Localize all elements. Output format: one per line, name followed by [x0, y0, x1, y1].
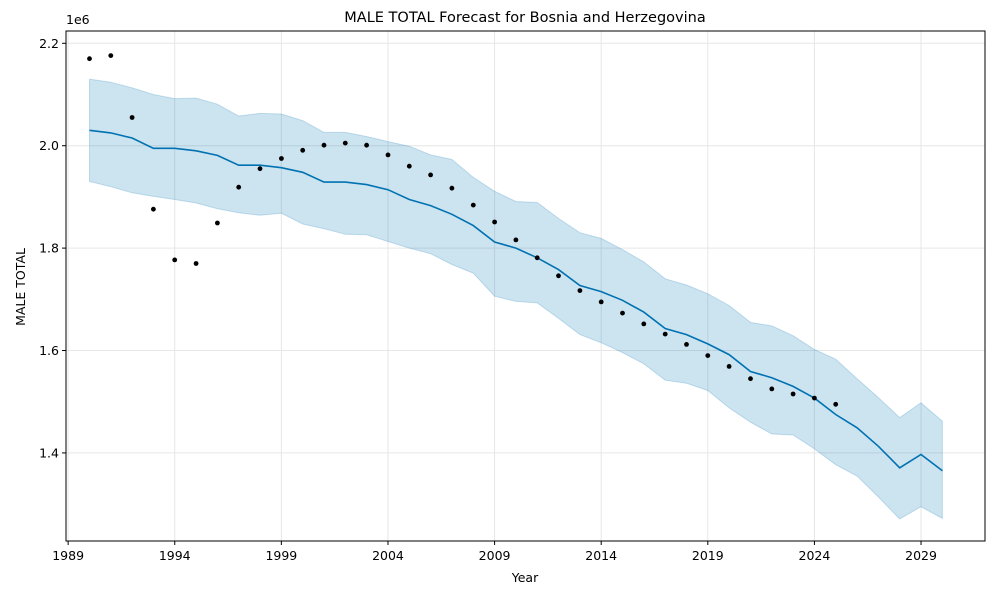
- observed-point: [662, 331, 668, 337]
- plot-frame: [65, 30, 986, 542]
- observed-point: [705, 353, 711, 358]
- grid-layer: [66, 31, 985, 541]
- uncertainty-band: [89, 78, 943, 520]
- observed-point: [492, 219, 497, 225]
- observed-point: [406, 163, 412, 169]
- observed-points-layer: [87, 53, 839, 407]
- x-tick-label: 2014: [585, 548, 617, 563]
- observed-point: [364, 142, 369, 148]
- y-tick-label: 1.8: [39, 241, 59, 256]
- x-tick-label: 1994: [159, 548, 191, 563]
- observed-point: [812, 395, 817, 401]
- chart-title: MALE TOTAL Forecast for Bosnia and Herze…: [344, 10, 705, 26]
- x-tick-label: 1989: [52, 548, 84, 563]
- x-tick-label: 2009: [479, 548, 511, 563]
- observed-point: [577, 288, 583, 293]
- x-tick-label: 1999: [265, 548, 297, 563]
- observed-point: [236, 184, 242, 190]
- y-axis-label: MALE TOTAL: [13, 248, 28, 326]
- observed-point: [598, 299, 604, 305]
- y-tick-label: 2.0: [39, 138, 59, 153]
- observed-point: [620, 310, 625, 316]
- observed-point: [684, 342, 689, 347]
- x-tick-label: 2029: [905, 548, 937, 563]
- observed-point: [790, 391, 796, 397]
- observed-point: [726, 364, 732, 369]
- observed-point: [641, 321, 647, 327]
- observed-point: [342, 140, 348, 146]
- x-tick-label: 2019: [692, 548, 724, 563]
- observed-point: [534, 255, 540, 261]
- observed-point: [321, 142, 327, 148]
- uncertainty-band-layer: [89, 78, 943, 520]
- observed-point: [193, 261, 199, 266]
- observed-point: [279, 156, 284, 161]
- observed-point: [172, 257, 178, 263]
- observed-point: [129, 115, 135, 120]
- observed-point: [556, 273, 561, 279]
- y-tick-label: 1.4: [39, 445, 59, 460]
- observed-point: [385, 152, 391, 158]
- observed-point: [215, 220, 220, 226]
- observed-point: [833, 401, 839, 407]
- observed-point: [449, 185, 455, 191]
- forecast-line: [89, 129, 943, 472]
- y-tick-label: 1.6: [39, 343, 59, 358]
- observed-point: [151, 206, 156, 212]
- y-axis-offset-label: 1e6: [66, 12, 90, 27]
- observed-point: [513, 237, 519, 243]
- observed-point: [470, 202, 476, 208]
- observed-point: [257, 166, 263, 172]
- observed-point: [300, 147, 306, 153]
- observed-point: [769, 386, 775, 392]
- observed-point: [748, 376, 753, 382]
- observed-point: [108, 53, 114, 58]
- x-tick-label: 2004: [372, 548, 404, 563]
- y-ticks-layer: 1.4 1.6 1.8 2.0 2.2: [39, 36, 66, 460]
- x-tick-label: 2024: [799, 548, 831, 563]
- x-ticks-layer: 1989 1994 1999 2004 2009 2014 2019 2024 2029: [52, 541, 937, 563]
- observed-point: [87, 56, 92, 62]
- observed-point: [428, 172, 433, 178]
- y-tick-label: 2.2: [39, 36, 59, 51]
- forecast-line-layer: [89, 129, 943, 472]
- x-axis-label: Year: [511, 570, 539, 585]
